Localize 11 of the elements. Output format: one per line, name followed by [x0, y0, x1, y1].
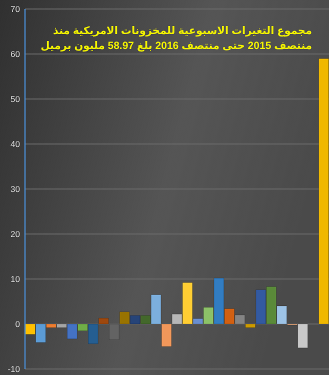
y-tick-label: 30	[10, 184, 20, 194]
text: مجموع التغيرات الاسبوعية للمخزونات الامريكية منذ منتصف 2015 حتى منتصف 2016 بلغ 58.97 مليون برميل	[40, 25, 312, 52]
y-tick-label: 50	[10, 94, 20, 104]
y-tick-label: 40	[10, 138, 20, 149]
y-tick-label: 20	[10, 228, 20, 239]
bar	[318, 58, 329, 324]
y-tick-label: 0	[15, 318, 20, 329]
y-tick-label: 10	[10, 274, 20, 284]
y-tick-label: 60	[10, 48, 20, 59]
y-tick-label: 70	[10, 4, 20, 14]
y-tick-label: -10	[8, 364, 20, 374]
